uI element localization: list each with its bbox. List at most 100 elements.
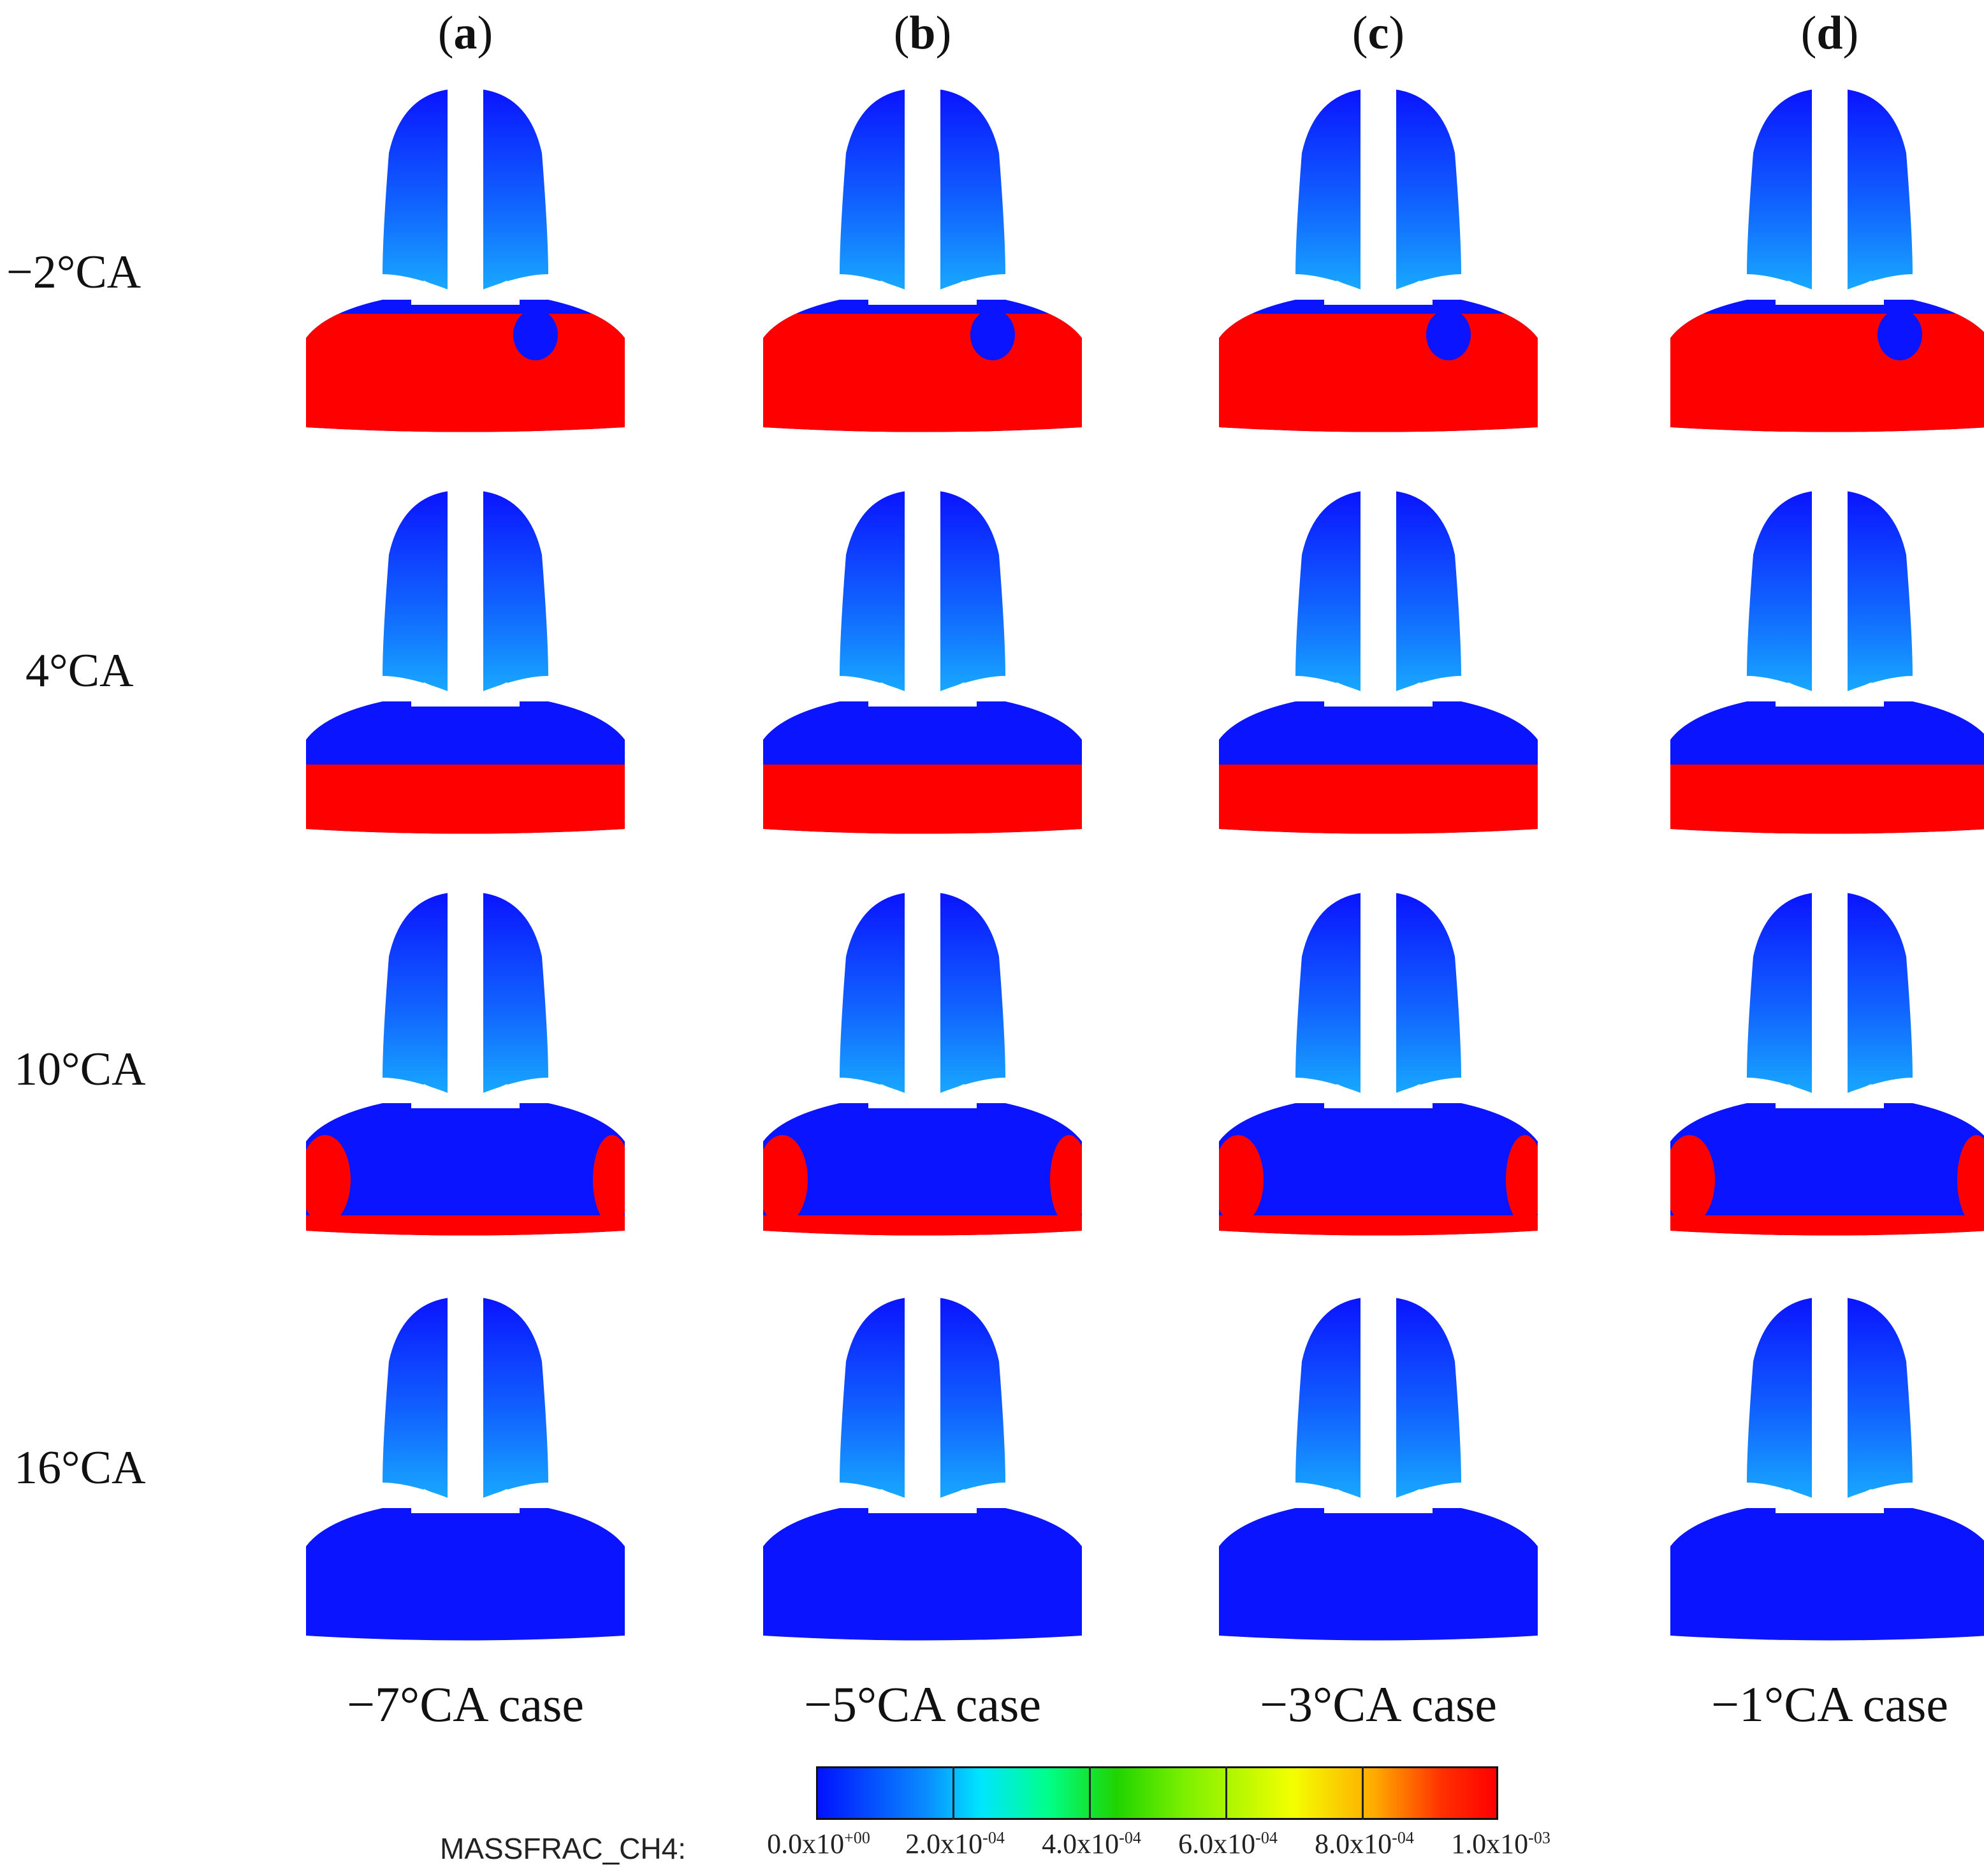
contour-panel-c-1 (1213, 83, 1544, 465)
mixing-pocket (1415, 711, 1482, 762)
edge-pocket (306, 1135, 351, 1224)
chamber-high-group (1213, 1644, 1544, 1655)
valve-head (1776, 281, 1884, 305)
valve-head (1324, 1489, 1433, 1513)
mixing-pocket (1866, 711, 1934, 762)
contour-svg (1670, 83, 1984, 432)
valve-stem (1812, 1291, 1848, 1507)
mixing-pocket (970, 309, 1015, 360)
chamber-high-region (1219, 765, 1538, 834)
contour-panel-a-1 (300, 83, 631, 465)
contour-svg (757, 1291, 1088, 1655)
intake-port-right (481, 89, 548, 290)
intake-port-left (840, 893, 907, 1094)
chamber-high-region (1670, 1215, 1984, 1236)
valve-stem (448, 83, 483, 298)
column-label-c: (c) (1352, 7, 1405, 59)
intake-port-left (840, 1298, 907, 1499)
intake-port-right (1394, 893, 1461, 1094)
colorbar-tick-label: 4.0x10-04 (1042, 1828, 1141, 1859)
chamber-high-region (300, 1644, 631, 1655)
chamber-high-group (1219, 711, 1538, 834)
edge-pocket (1050, 1135, 1082, 1224)
colorbar-tick-label: 2.0x10-04 (905, 1828, 1005, 1859)
colorbar-tick-label: 1.0x10-03 (1451, 1828, 1550, 1859)
colorbar-divider (1089, 1766, 1091, 1820)
contour-svg (306, 485, 625, 834)
contour-panel-b-4 (757, 1291, 1088, 1674)
valve-stem (448, 886, 483, 1102)
column-label-a: (a) (437, 7, 493, 59)
intake-port-left (1747, 1298, 1814, 1499)
intake-port-right (481, 893, 548, 1094)
contour-panel-b-1 (757, 83, 1088, 465)
intake-port-right (1846, 491, 1913, 692)
chamber-high-region (306, 765, 625, 834)
chamber-low-region (306, 1103, 625, 1236)
chamber-high-region (1219, 314, 1538, 432)
chamber-high-group (1670, 309, 1984, 432)
chamber-high-group (757, 1644, 1088, 1655)
edge-pocket (593, 1135, 625, 1224)
intake-port-left (840, 89, 907, 290)
row-label-2: 4°CA (26, 645, 134, 697)
valve-stem (1360, 1291, 1396, 1507)
contour-panel-d-4 (1664, 1291, 1984, 1674)
chamber-high-group (306, 1135, 625, 1236)
contour-svg (1670, 485, 1984, 834)
chamber-high-group (1670, 1135, 1984, 1236)
contour-svg (1219, 485, 1538, 834)
intake-port-left (1747, 89, 1814, 290)
valve-head (868, 682, 977, 707)
intake-port-right (1846, 1298, 1913, 1499)
row-label-1: −2°CA (6, 246, 142, 298)
intake-port-left (1295, 893, 1362, 1094)
contour-panel-a-4 (300, 1291, 631, 1674)
edge-pocket (1506, 1135, 1538, 1224)
mixing-pocket (1426, 309, 1471, 360)
colorbar-gradient (816, 1766, 1498, 1820)
chamber-high-group (1219, 1135, 1538, 1236)
mixing-pocket (959, 711, 1026, 762)
contour-panel-a-2 (300, 485, 631, 867)
chamber-high-group (306, 711, 625, 834)
chamber-low-region (306, 1508, 625, 1641)
chamber-high-group (300, 1644, 631, 1655)
contour-panel-c-4 (1213, 1291, 1544, 1674)
valve-head (1324, 1084, 1433, 1108)
intake-port-right (1394, 491, 1461, 692)
intake-port-right (938, 1298, 1005, 1499)
contour-panel-d-2 (1664, 485, 1984, 867)
case-label-a: −7°CA case (347, 1676, 584, 1732)
contour-svg (306, 886, 625, 1236)
edge-pocket (1670, 1135, 1715, 1224)
valve-stem (1812, 485, 1848, 700)
column-label-b: (b) (893, 7, 952, 59)
chamber-high-group (763, 1135, 1082, 1236)
colorbar-tick-label: 0.0x10+00 (767, 1828, 870, 1859)
case-label-c: −3°CA case (1260, 1676, 1497, 1732)
intake-port-right (938, 893, 1005, 1094)
contour-svg (1670, 886, 1984, 1236)
chamber-high-region (763, 1215, 1082, 1236)
valve-stem (1360, 886, 1396, 1102)
chamber-high-region (1664, 1644, 1984, 1655)
intake-port-left (383, 893, 449, 1094)
chamber-low-region (1670, 1103, 1984, 1236)
chamber-high-group (763, 711, 1082, 834)
contour-panel-d-1 (1664, 83, 1984, 465)
contour-svg (1213, 1291, 1544, 1655)
contour-panel-d-3 (1664, 886, 1984, 1269)
chamber-low-region (1219, 1508, 1538, 1641)
colorbar-divider (952, 1766, 954, 1820)
contour-panel-c-3 (1213, 886, 1544, 1269)
chamber-high-region (306, 1215, 625, 1236)
contour-panel-b-2 (757, 485, 1088, 867)
case-label-b: −5°CA case (804, 1676, 1041, 1732)
mixing-pocket (1878, 309, 1922, 360)
chamber-high-group (306, 309, 625, 432)
valve-head (868, 1084, 977, 1108)
valve-head (411, 1084, 520, 1108)
contour-svg (306, 83, 625, 432)
colorbar-tick-label: 6.0x10-04 (1178, 1828, 1278, 1859)
